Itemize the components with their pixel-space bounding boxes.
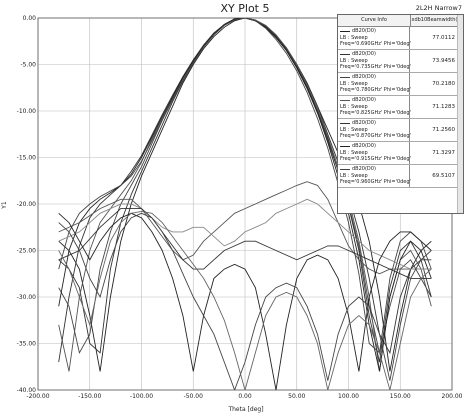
series-line-12 bbox=[58, 212, 432, 390]
legend-series-name: dB20(D0) bbox=[352, 120, 376, 126]
legend-series-sweep: LB : Sweep bbox=[340, 104, 368, 110]
series-line-7 bbox=[58, 18, 432, 354]
series-line-1 bbox=[58, 18, 432, 372]
legend-row[interactable]: dB20(D0) LB : Sweep Freq='0.915GHz' Phi='0… bbox=[338, 142, 463, 165]
x-tick-label: 200.00 bbox=[442, 393, 463, 400]
x-axis-label: Theta [deg] bbox=[227, 406, 263, 413]
legend-swatch bbox=[340, 123, 350, 124]
legend-swatch bbox=[340, 77, 350, 78]
y-tick-label: -10.00 bbox=[17, 108, 37, 115]
legend-series-sweep: LB : Sweep bbox=[340, 150, 368, 156]
legend-beamwidth-value: 71.2560 bbox=[432, 127, 455, 133]
legend-header-beamwidth: xdb10Beamwidth(3) bbox=[411, 17, 463, 23]
legend-series-sweep: LB : Sweep bbox=[340, 81, 368, 87]
legend-beamwidth-value: 70.2180 bbox=[432, 81, 455, 87]
legend-series-name: dB20(D0) bbox=[352, 28, 376, 34]
legend-series-freq: Freq='0.825GHz' Phi='0deg' bbox=[340, 110, 411, 116]
legend-swatch bbox=[340, 100, 350, 101]
legend-series-freq: Freq='0.870GHz' Phi='0deg' bbox=[340, 133, 411, 139]
legend-beamwidth-value: 71.1283 bbox=[432, 104, 455, 110]
legend-series-name: dB20(D0) bbox=[352, 166, 376, 172]
legend-beamwidth-value: 73.9456 bbox=[432, 58, 455, 64]
legend-series-sweep: LB : Sweep bbox=[340, 58, 368, 64]
legend-row[interactable]: dB20(D0) LB : Sweep Freq='0.780GHz' Phi='0… bbox=[338, 73, 463, 96]
series-line-11 bbox=[58, 212, 432, 390]
series-line-8 bbox=[58, 181, 432, 275]
legend-series-freq: Freq='0.690GHz' Phi='0deg' bbox=[340, 41, 411, 47]
legend-curve-info: dB20(D0) LB : Sweep Freq='0.780GHz' Phi='0… bbox=[338, 73, 411, 95]
legend-swatch bbox=[340, 169, 350, 170]
legend-row[interactable]: dB20(D0) LB : Sweep Freq='0.690GHz' Phi='0… bbox=[338, 27, 463, 50]
legend-beamwidth-value: 77.0112 bbox=[432, 35, 455, 41]
chart-title: XY Plot 5 bbox=[221, 2, 270, 15]
x-tick-label: -200.00 bbox=[26, 393, 49, 400]
y-tick-label: -20.00 bbox=[17, 201, 37, 208]
legend-series-sweep: LB : Sweep bbox=[340, 35, 368, 41]
legend: Curve Info xdb10Beamwidth(3) dB20(D0) LB … bbox=[337, 14, 464, 214]
series-line-13 bbox=[58, 210, 432, 390]
x-tick-label: 50.00 bbox=[288, 393, 305, 400]
x-tick-label: 100.00 bbox=[338, 393, 359, 400]
legend-curve-info: dB20(D0) LB : Sweep Freq='0.690GHz' Phi='0… bbox=[338, 27, 411, 49]
y-tick-label: 0.00 bbox=[23, 15, 37, 22]
legend-series-name: dB20(D0) bbox=[352, 97, 376, 103]
legend-series-freq: Freq='0.735GHz' Phi='0deg' bbox=[340, 64, 411, 70]
legend-header: Curve Info xdb10Beamwidth(3) bbox=[338, 15, 463, 27]
legend-row[interactable]: dB20(D0) LB : Sweep Freq='0.870GHz' Phi='0… bbox=[338, 119, 463, 142]
legend-row[interactable]: dB20(D0) LB : Sweep Freq='0.960GHz' Phi='0… bbox=[338, 165, 463, 188]
x-tick-label: 0.00 bbox=[238, 393, 252, 400]
y-tick-label: -30.00 bbox=[17, 294, 37, 301]
legend-curve-info: dB20(D0) LB : Sweep Freq='0.870GHz' Phi='0… bbox=[338, 119, 411, 141]
legend-curve-info: dB20(D0) LB : Sweep Freq='0.960GHz' Phi='0… bbox=[338, 165, 411, 187]
legend-series-freq: Freq='0.915GHz' Phi='0deg' bbox=[340, 156, 411, 162]
legend-series-name: dB20(D0) bbox=[352, 143, 376, 149]
legend-curve-info: dB20(D0) LB : Sweep Freq='0.735GHz' Phi='0… bbox=[338, 50, 411, 72]
legend-beamwidth-value: 71.3297 bbox=[432, 150, 455, 156]
y-tick-label: -25.00 bbox=[17, 248, 37, 255]
y-tick-label: -40.00 bbox=[17, 387, 37, 394]
legend-series-name: dB20(D0) bbox=[352, 74, 376, 80]
x-tick-label: 150.00 bbox=[390, 393, 411, 400]
legend-beamwidth-value: 69.5107 bbox=[432, 173, 455, 179]
series-group bbox=[58, 18, 432, 390]
legend-series-freq: Freq='0.780GHz' Phi='0deg' bbox=[340, 87, 411, 93]
y-tick-label: -15.00 bbox=[17, 155, 37, 162]
legend-series-freq: Freq='0.960GHz' Phi='0deg' bbox=[340, 179, 411, 185]
x-tick-label: -150.00 bbox=[78, 393, 101, 400]
legend-curve-info: dB20(D0) LB : Sweep Freq='0.825GHz' Phi='0… bbox=[338, 96, 411, 118]
legend-curve-info: dB20(D0) LB : Sweep Freq='0.915GHz' Phi='0… bbox=[338, 142, 411, 164]
x-tick-label: -50.00 bbox=[184, 393, 204, 400]
x-tick-label: -100.00 bbox=[130, 393, 153, 400]
legend-row[interactable]: dB20(D0) LB : Sweep Freq='0.735GHz' Phi='0… bbox=[338, 50, 463, 73]
y-axis-label: Y1 bbox=[1, 201, 8, 210]
legend-header-curve-info: Curve Info bbox=[338, 15, 411, 26]
legend-series-sweep: LB : Sweep bbox=[340, 173, 368, 179]
legend-swatch bbox=[340, 31, 350, 32]
legend-swatch bbox=[340, 54, 350, 55]
corner-label: 2L2H Narrow7 bbox=[416, 4, 462, 12]
legend-scrollbar[interactable] bbox=[457, 15, 463, 213]
y-tick-label: -35.00 bbox=[17, 341, 37, 348]
legend-rows: dB20(D0) LB : Sweep Freq='0.690GHz' Phi='0… bbox=[338, 27, 463, 188]
legend-row[interactable]: dB20(D0) LB : Sweep Freq='0.825GHz' Phi='0… bbox=[338, 96, 463, 119]
y-tick-label: -5.00 bbox=[20, 62, 36, 69]
legend-series-name: dB20(D0) bbox=[352, 51, 376, 57]
legend-series-sweep: LB : Sweep bbox=[340, 127, 368, 133]
legend-swatch bbox=[340, 146, 350, 147]
